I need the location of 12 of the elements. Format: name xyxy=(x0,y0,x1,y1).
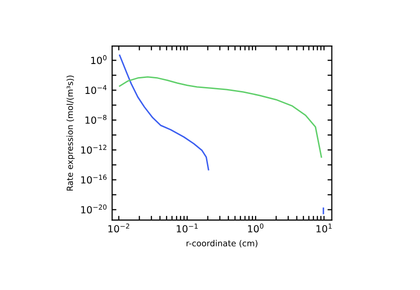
x-tick-label: 10$^{−2}$ xyxy=(108,224,130,232)
y-tick-label: 10$^{−8}$ xyxy=(86,114,106,124)
x-tick-label: 10$^{1}$ xyxy=(316,224,332,232)
x-tick-label: 10$^{−1}$ xyxy=(176,224,198,232)
x-axis-title: r-coordinate (cm) xyxy=(186,240,258,248)
y-tick-label: 10$^{−16}$ xyxy=(81,174,107,184)
y-tick-label: 10$^{0}$ xyxy=(91,55,107,64)
y-tick-label: 10$^{−20}$ xyxy=(81,204,107,214)
x-tick-label: 10$^{0}$ xyxy=(248,224,264,232)
y-tick-label: 10$^{−12}$ xyxy=(81,144,106,154)
y-axis-title: Rate expression (mol/(m³s)) xyxy=(66,76,75,191)
y-tick-label: 10$^{−4}$ xyxy=(86,85,107,94)
